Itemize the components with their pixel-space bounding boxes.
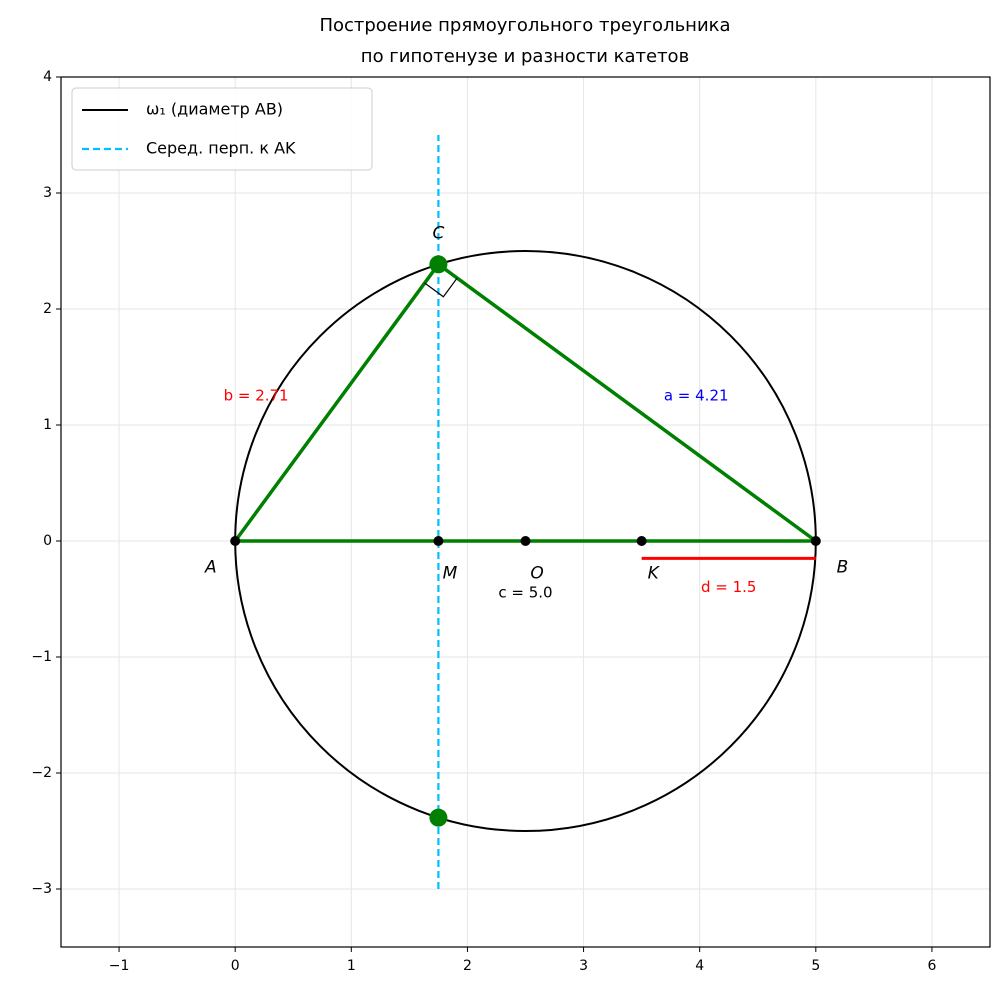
- legend-label: ω₁ (диаметр AB): [146, 100, 283, 119]
- y-tick-label: −3: [31, 881, 52, 897]
- point-label: B: [837, 558, 849, 578]
- y-tick-label: −1: [31, 649, 52, 665]
- y-tick-label: 1: [43, 417, 52, 433]
- x-tick-label: −1: [109, 958, 130, 974]
- right-angle-mark: [424, 277, 458, 298]
- x-tick-label: 2: [463, 958, 472, 974]
- point-label: M: [443, 563, 458, 583]
- legend-box: [71, 87, 373, 171]
- point: [433, 536, 444, 546]
- point: [636, 536, 647, 546]
- x-tick-label: 3: [579, 958, 588, 974]
- x-tick-label: 0: [231, 958, 240, 974]
- point-label: C: [432, 224, 444, 244]
- x-tick-label: 4: [695, 958, 704, 974]
- point-label: O: [530, 563, 543, 583]
- annotation: c = 5.0: [498, 584, 552, 602]
- point: [230, 536, 241, 546]
- annotation: a = 4.21: [664, 387, 729, 405]
- x-tick-label: 6: [927, 958, 936, 974]
- point-label: A: [204, 558, 217, 578]
- chart-title: по гипотенузе и разности катетов: [361, 46, 689, 67]
- y-tick-label: 4: [43, 69, 52, 85]
- y-tick-label: 3: [43, 185, 52, 201]
- plot-frame: [60, 76, 991, 948]
- legend-label: Серед. перп. к AK: [146, 139, 296, 158]
- chart-title: Построение прямоугольного треугольника: [319, 15, 730, 36]
- x-tick-label: 1: [347, 958, 356, 974]
- annotation: d = 1.5: [701, 578, 756, 596]
- point-label: K: [648, 563, 661, 583]
- y-tick-label: 2: [43, 301, 52, 317]
- point: [520, 536, 531, 546]
- y-tick-label: 0: [43, 533, 52, 549]
- annotation: b = 2.71: [224, 387, 289, 405]
- x-tick-label: 5: [811, 958, 820, 974]
- y-tick-label: −2: [31, 765, 52, 781]
- point: [810, 536, 821, 546]
- point: [429, 255, 448, 274]
- point: [429, 808, 448, 827]
